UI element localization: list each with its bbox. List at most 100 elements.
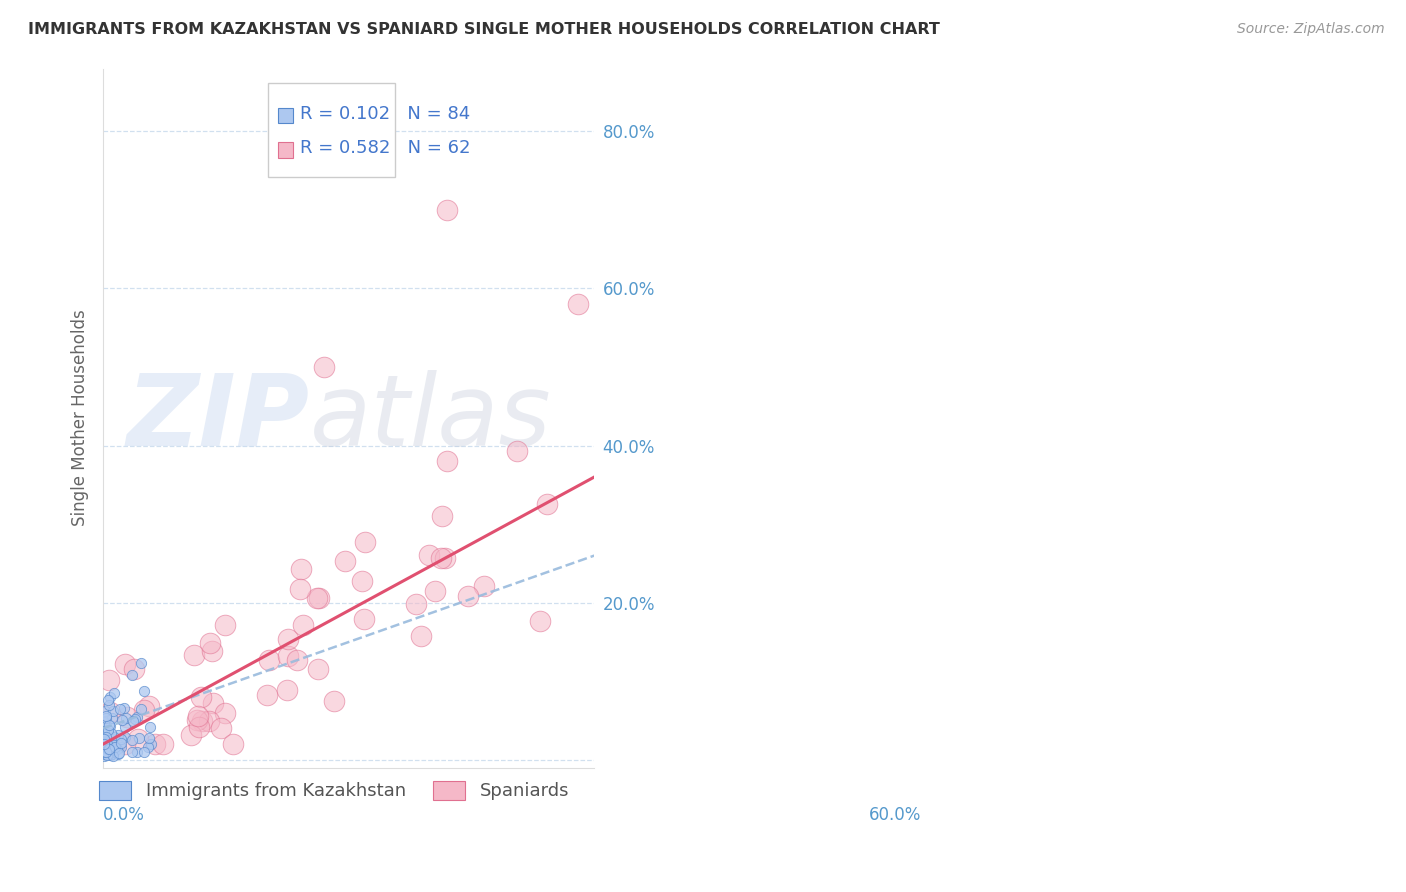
Point [100,747,122,761]
Point [114,730,136,744]
Legend: Immigrants from Kazakhstan, Spaniards: Immigrants from Kazakhstan, Spaniards [91,774,576,807]
Point [187,709,209,723]
Point [418,549,440,563]
Point [121,668,143,682]
Point [122,662,145,676]
Point [107,728,129,742]
Point [143,737,166,751]
Point [188,720,211,734]
Point [201,644,224,658]
Point [457,589,479,603]
Text: 0.0%: 0.0% [103,806,145,824]
Point [97,726,120,740]
Point [93,743,115,757]
Point [567,297,589,311]
Point [353,612,375,626]
Point [132,683,155,698]
Text: Source: ZipAtlas.com: Source: ZipAtlas.com [1237,22,1385,37]
Point [307,662,329,676]
Point [107,747,129,762]
Point [152,737,174,751]
Point [94,704,117,718]
Point [197,714,219,728]
Text: R = 0.102   N = 84: R = 0.102 N = 84 [299,104,470,122]
Text: R = 0.582   N = 62: R = 0.582 N = 62 [299,139,470,157]
Point [472,579,495,593]
FancyBboxPatch shape [278,108,294,123]
Point [214,706,236,720]
Point [103,745,125,759]
Point [115,709,138,723]
Point [93,737,115,751]
Point [97,736,120,750]
Point [214,617,236,632]
Point [98,746,121,760]
Point [536,497,558,511]
Point [423,583,446,598]
Point [291,618,314,632]
Point [114,711,136,725]
Point [93,731,115,746]
Point [288,582,311,596]
Point [94,735,117,749]
Point [305,591,328,606]
Point [93,740,115,755]
Point [98,718,121,732]
Point [409,629,432,643]
Point [98,673,121,687]
Point [200,636,222,650]
Point [104,739,127,754]
Point [183,648,205,662]
Point [138,731,160,746]
Point [103,739,125,753]
Point [94,747,117,761]
Point [96,726,118,740]
Point [141,737,163,751]
Point [96,748,118,763]
Point [209,722,232,736]
Point [308,591,330,606]
Point [96,741,118,756]
Point [429,550,451,565]
Point [105,742,128,756]
Point [97,723,120,738]
Point [132,745,155,759]
Point [124,712,146,726]
Point [121,733,143,747]
Point [110,731,132,746]
Text: ZIP: ZIP [127,369,309,467]
Point [110,739,132,754]
Point [97,742,120,756]
Point [111,713,134,727]
Point [97,737,120,751]
Point [277,648,299,663]
Point [136,740,159,755]
Point [100,731,122,746]
Point [127,731,149,746]
Point [333,553,356,567]
Point [108,746,131,760]
Point [112,701,135,715]
Point [101,711,124,725]
Point [97,693,120,707]
Point [186,713,208,727]
Point [93,744,115,758]
Point [104,737,127,751]
Point [100,743,122,757]
Point [110,736,132,750]
Point [190,690,212,704]
Point [98,690,121,705]
Point [93,738,115,752]
Point [122,714,145,728]
Point [98,747,121,762]
Point [190,714,212,728]
Point [314,359,336,374]
Point [436,202,458,217]
Point [352,574,374,589]
Point [277,632,299,647]
Point [256,688,278,702]
Point [93,748,115,763]
Point [127,745,149,759]
Point [353,535,375,549]
Point [134,703,156,717]
